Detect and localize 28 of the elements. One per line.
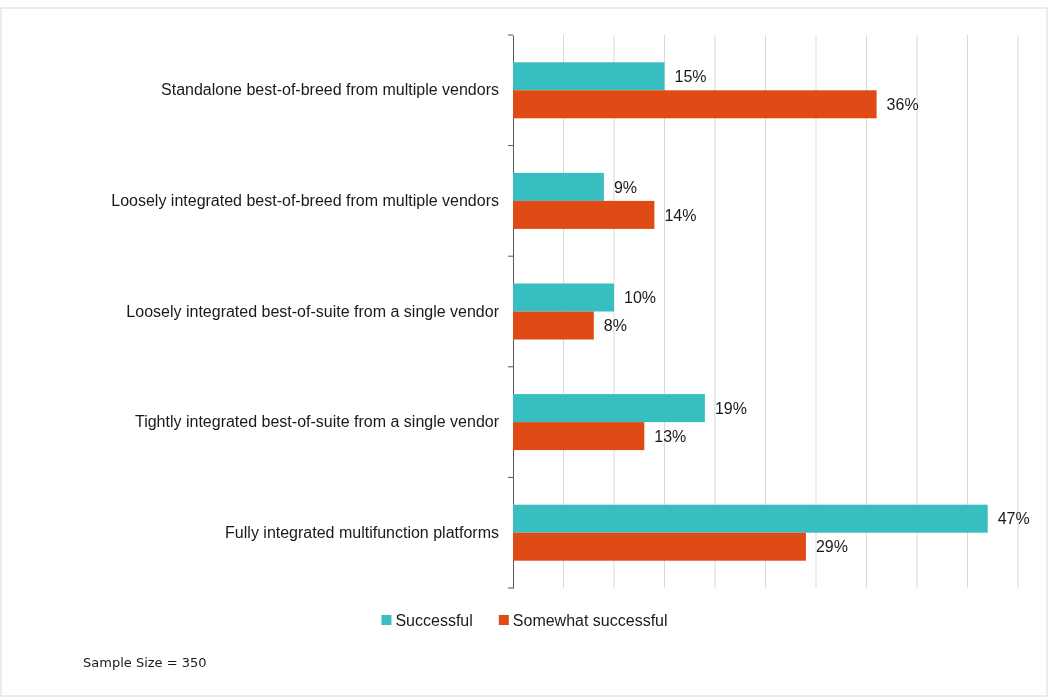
data-label: 15%	[674, 67, 707, 85]
data-label: 8%	[603, 317, 627, 335]
legend-label: Somewhat successful	[512, 611, 668, 629]
y-tick-label: Loosely integrated best-of-breed from multiple vendors	[111, 192, 499, 210]
bar	[513, 90, 877, 119]
bar	[513, 532, 806, 561]
data-label: 13%	[654, 427, 687, 445]
data-label: 10%	[624, 289, 657, 307]
bar	[513, 394, 705, 423]
bar	[513, 62, 665, 91]
y-tick-label: Tightly integrated best-of-suite from a single vendor	[134, 413, 500, 431]
text: Sample Size = 350	[83, 655, 207, 670]
data-label: 29%	[815, 538, 848, 556]
data-label: 19%	[714, 399, 747, 417]
data-label: 47%	[997, 510, 1030, 528]
bar	[513, 172, 604, 201]
y-tick-label: Loosely integrated best-of-suite from a single vendor	[126, 302, 500, 320]
bar	[513, 200, 655, 229]
bar	[513, 311, 594, 340]
bar	[513, 283, 614, 312]
data-label: 36%	[886, 95, 919, 113]
data-label: 9%	[613, 178, 638, 196]
data-label: 14%	[664, 206, 697, 224]
y-tick-label: Standalone best-of-breed from multiple vendors	[161, 81, 499, 99]
legend-label: Successful	[395, 611, 473, 629]
y-tick-label: Fully integrated multifunction platforms	[225, 523, 499, 541]
bar	[513, 422, 645, 451]
bar	[513, 504, 988, 533]
